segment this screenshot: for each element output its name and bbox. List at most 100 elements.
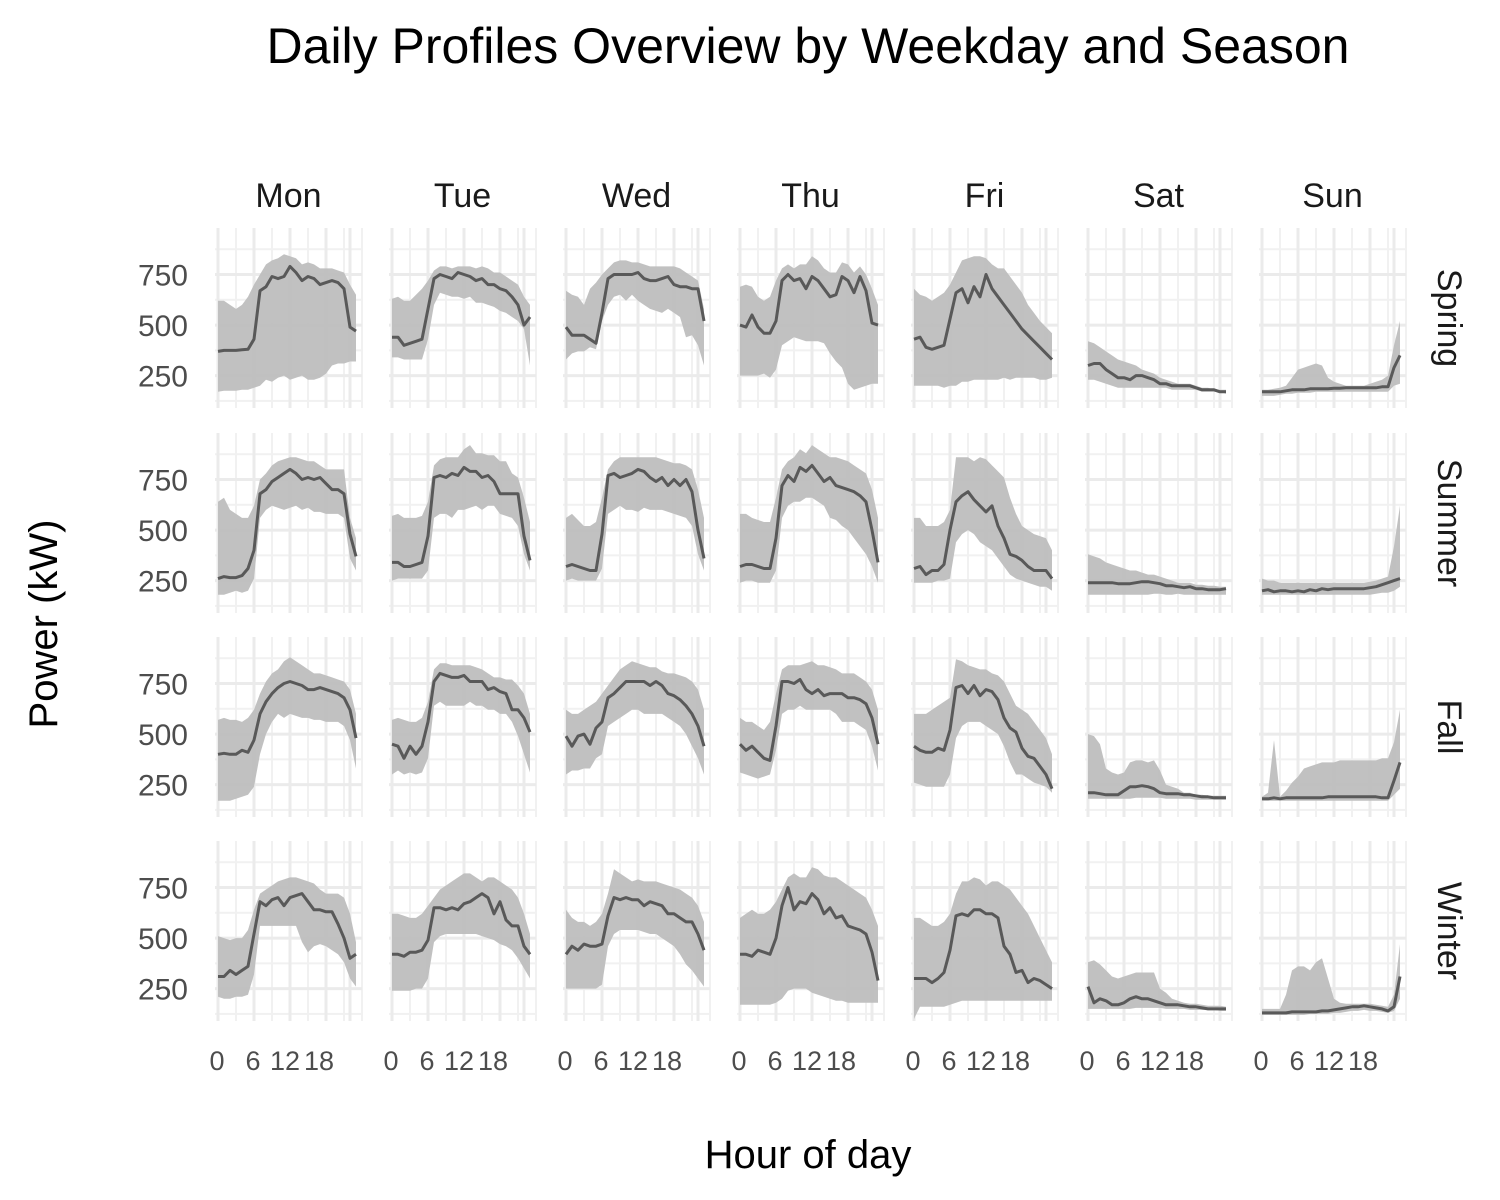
y-tick-label: 500 <box>138 310 188 343</box>
panel-winter-sun: 0 6 12 18 <box>1253 841 1407 1076</box>
y-tick-label: 250 <box>138 770 188 803</box>
panel-spring-fri <box>911 228 1059 408</box>
y-tick-label: 250 <box>138 361 188 394</box>
panel-winter-tue: 0 6 12 18 <box>383 841 537 1076</box>
range-band <box>392 445 530 581</box>
x-tick-label: 0 <box>1253 1046 1268 1076</box>
strip-label-spring: Spring <box>1430 269 1468 367</box>
panel-summer-wed <box>563 433 711 613</box>
strip-label-wed: Wed <box>602 177 671 215</box>
x-tick-label: 0 <box>1079 1046 1094 1076</box>
y-tick-label: 250 <box>138 974 188 1007</box>
panel-winter-fri: 0 6 12 18 <box>905 841 1059 1076</box>
x-tick-label: 6 <box>419 1046 434 1076</box>
range-band <box>740 867 878 1005</box>
x-tick-label: 12 <box>966 1046 996 1076</box>
range-band <box>566 457 704 581</box>
mean-line <box>1261 577 1401 594</box>
mean-line <box>739 273 879 335</box>
x-tick-label: 18 <box>1174 1046 1204 1076</box>
mean-line <box>564 896 706 956</box>
panel-summer-mon <box>215 433 363 613</box>
mean-line <box>1262 354 1402 394</box>
panel-spring-sun <box>1259 228 1407 408</box>
mean-line <box>739 463 880 570</box>
x-tick-label: 6 <box>1289 1046 1304 1076</box>
x-tick-label: 6 <box>941 1046 956 1076</box>
y-tick-label: 250 <box>138 566 188 599</box>
panel-winter-mon: 0 6 12 18 <box>209 841 363 1076</box>
range-band <box>392 266 530 366</box>
x-tick-label: 18 <box>478 1046 508 1076</box>
x-tick-label: 0 <box>905 1046 920 1076</box>
range-band <box>1088 734 1226 800</box>
panel-fall-wed <box>563 637 711 817</box>
mean-line <box>1262 761 1402 801</box>
x-tick-label: 18 <box>1000 1046 1030 1076</box>
x-tick-label: 6 <box>1115 1046 1130 1076</box>
x-tick-label: 12 <box>270 1046 300 1076</box>
chart-title: Daily Profiles Overview by Weekday and S… <box>267 18 1350 74</box>
panel-spring-sat <box>1085 228 1233 408</box>
panel-winter-sat: 0 6 12 18 <box>1079 841 1233 1076</box>
x-tick-label: 18 <box>826 1046 856 1076</box>
panel-fall-tue <box>389 637 537 817</box>
range-band <box>1262 709 1400 801</box>
mean-line <box>740 886 880 981</box>
x-tick-label: 12 <box>618 1046 648 1076</box>
panel-summer-tue <box>389 433 537 613</box>
y-tick-label: 500 <box>138 719 188 752</box>
y-tick-label: 750 <box>138 669 188 702</box>
mean-line <box>1088 580 1227 592</box>
range-band <box>566 260 704 366</box>
x-tick-label: 0 <box>383 1046 398 1076</box>
range-band <box>392 873 530 991</box>
strip-label-thu: Thu <box>781 177 840 215</box>
range-band <box>1262 321 1400 396</box>
x-tick-label: 0 <box>209 1046 224 1076</box>
x-tick-label: 12 <box>444 1046 474 1076</box>
range-band <box>566 869 704 989</box>
x-tick-label: 12 <box>1314 1046 1344 1076</box>
x-tick-label: 18 <box>304 1046 334 1076</box>
range-band <box>566 661 704 775</box>
panel-winter-thu: 0 6 12 18 <box>731 841 885 1076</box>
y-tick-label: 750 <box>138 260 188 293</box>
panel-summer-thu <box>737 433 885 613</box>
mean-line <box>391 671 532 760</box>
panel-summer-fri <box>911 433 1059 613</box>
strip-label-sat: Sat <box>1133 177 1185 215</box>
mean-line <box>217 264 357 353</box>
y-tick-label: 750 <box>138 873 188 906</box>
range-band <box>218 254 356 392</box>
mean-line <box>1087 362 1226 394</box>
y-tick-label: 500 <box>138 515 188 548</box>
x-tick-label: 0 <box>557 1046 572 1076</box>
panel-summer-sun <box>1259 433 1407 613</box>
y-axis-title: Power (kW) <box>22 520 66 729</box>
panel-spring-tue <box>389 228 537 408</box>
mean-line <box>913 490 1054 580</box>
x-tick-label: 6 <box>593 1046 608 1076</box>
strip-label-fall: Fall <box>1430 700 1468 755</box>
range-band <box>218 457 356 595</box>
panel-fall-mon <box>215 637 363 817</box>
y-tick-label: 500 <box>138 923 188 956</box>
mean-line <box>913 684 1054 790</box>
panel-fall-sun <box>1259 637 1407 817</box>
strip-label-winter: Winter <box>1430 882 1468 980</box>
range-band <box>218 877 356 999</box>
mean-line <box>218 892 357 978</box>
mean-line <box>564 680 706 748</box>
x-tick-label: 12 <box>792 1046 822 1076</box>
range-band <box>1088 960 1226 1011</box>
strip-label-tue: Tue <box>434 177 491 215</box>
mean-line <box>392 465 532 568</box>
range-band <box>1262 505 1400 595</box>
panel-winter-wed: 0 6 12 18 <box>557 841 711 1076</box>
facet-panels: Mon Tue Wed Thu Fri Sat Sun Spring 250 500 750 Summ… <box>138 177 1468 1076</box>
range-band <box>740 445 878 583</box>
mean-line <box>913 273 1054 361</box>
mean-line <box>1088 784 1226 800</box>
